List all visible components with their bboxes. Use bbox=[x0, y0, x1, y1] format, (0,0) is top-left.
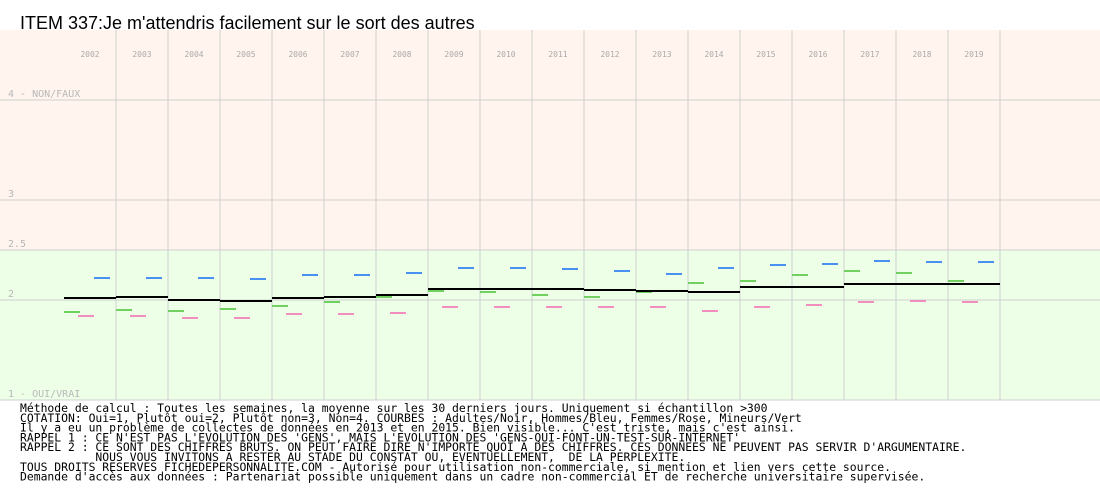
x-tick-label: 2007 bbox=[340, 50, 359, 59]
y-tick-label: 4 - NON/FAUX bbox=[8, 89, 80, 100]
x-tick-label: 2011 bbox=[548, 50, 567, 59]
y-tick-label: 2.5 bbox=[8, 239, 26, 250]
x-tick-label: 2002 bbox=[80, 50, 99, 59]
x-tick-label: 2017 bbox=[860, 50, 879, 59]
x-tick-label: 2006 bbox=[288, 50, 307, 59]
upper-band bbox=[0, 30, 1100, 250]
x-tick-label: 2015 bbox=[756, 50, 775, 59]
x-tick-label: 2008 bbox=[392, 50, 411, 59]
x-tick-label: 2004 bbox=[184, 50, 203, 59]
y-tick-label: 2 bbox=[8, 289, 14, 300]
note: NOUS VOUS INVITONS A RESTER AU STADE DU … bbox=[20, 450, 685, 464]
x-tick-label: 2016 bbox=[808, 50, 827, 59]
x-tick-label: 2014 bbox=[704, 50, 723, 59]
x-tick-label: 2003 bbox=[132, 50, 151, 59]
x-tick-label: 2019 bbox=[964, 50, 983, 59]
x-tick-label: 2012 bbox=[600, 50, 619, 59]
note: RAPPEL 2 : CE SONT DES CHIFFRES BRUTS. O… bbox=[20, 440, 966, 454]
note: RAPPEL 1 : CE N'EST PAS L'EVOLUTION DES … bbox=[20, 430, 740, 444]
note: Méthode de calcul : Toutes les semaines,… bbox=[20, 401, 768, 415]
y-tick-label: 3 bbox=[8, 189, 14, 200]
note: COTATION: Oui=1, Plutôt oui=2, Plutôt no… bbox=[20, 411, 802, 425]
y-tick-label: 1 - OUI/VRAI bbox=[8, 389, 80, 400]
note: TOUS DROITS RESERVES FICHEDEPERSONNALITE… bbox=[20, 460, 891, 474]
x-tick-label: 2010 bbox=[496, 50, 515, 59]
background bbox=[0, 30, 1100, 400]
x-tick-label: 2013 bbox=[652, 50, 671, 59]
lower-band bbox=[0, 250, 1100, 400]
x-tick-label: 2005 bbox=[236, 50, 255, 59]
x-tick-label: 2018 bbox=[912, 50, 931, 59]
x-tick-label: 2009 bbox=[444, 50, 463, 59]
note: Demande d'accès aux données : Partenaria… bbox=[20, 470, 925, 484]
note: Il y a eu un problème de collectes de do… bbox=[20, 421, 795, 435]
chart-title: ITEM 337:Je m'attendris facilement sur l… bbox=[20, 13, 475, 33]
